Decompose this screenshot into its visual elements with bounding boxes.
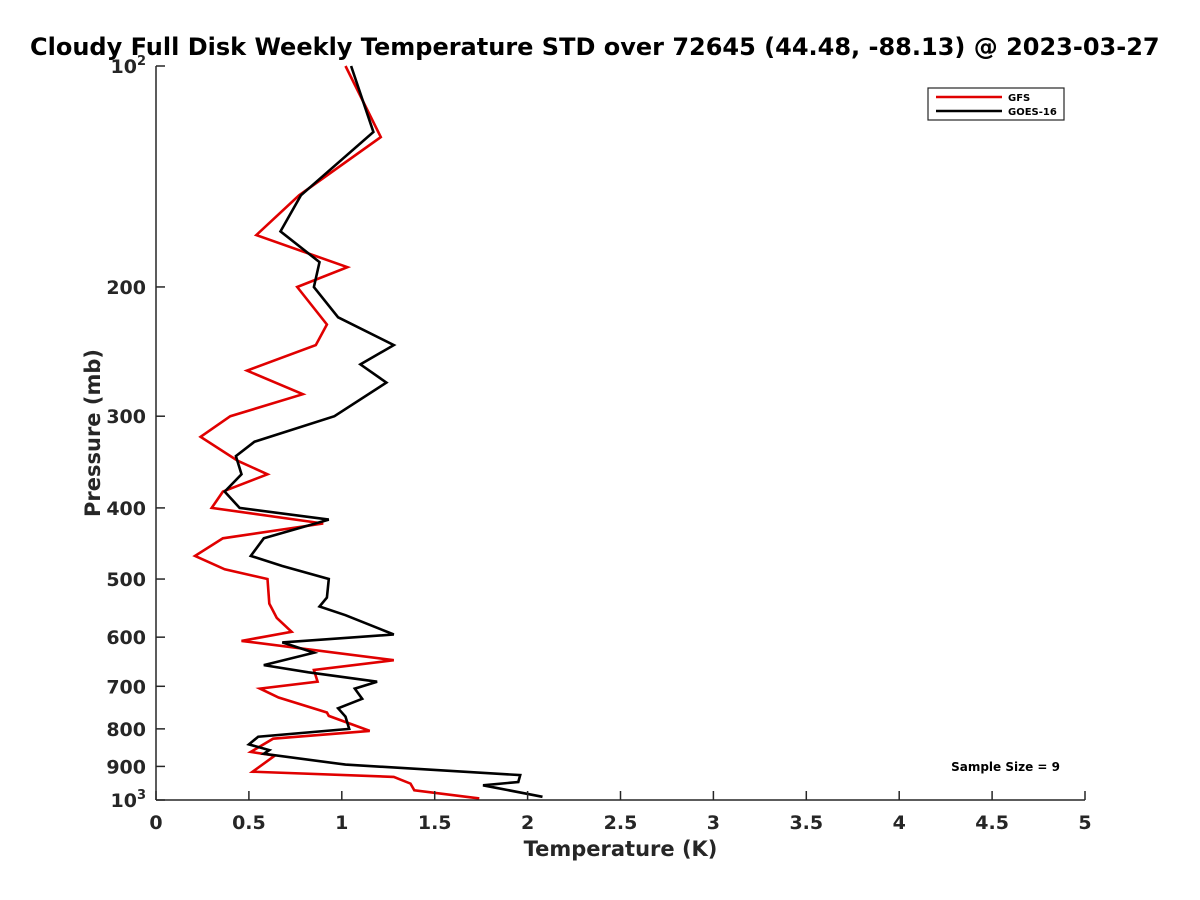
x-tick-label: 4.5 (975, 812, 1009, 834)
legend-box (927, 87, 1065, 121)
y-tick-label: 200 (106, 277, 146, 299)
x-tick-label: 3.5 (789, 812, 823, 834)
x-tick-label: 1.5 (418, 812, 452, 834)
x-tick-label: 3 (707, 812, 720, 834)
y-tick-label: 600 (106, 627, 146, 649)
x-tick-label: 5 (1078, 812, 1091, 834)
y-tick-label: 500 (106, 569, 146, 591)
series-layer (192, 65, 543, 800)
series-line-gfs (192, 65, 480, 800)
y-tick-base: 10 (111, 790, 137, 812)
y-tick-label: 800 (106, 719, 146, 741)
sample-size-annotation: Sample Size = 9 (951, 760, 1060, 774)
y-axis-title: Pressure (mb) (81, 349, 105, 517)
x-tick-label: 0.5 (232, 812, 266, 834)
series-line-goes-16 (222, 65, 543, 799)
y-tick-label: 102 (111, 54, 147, 78)
chart-title: Cloudy Full Disk Weekly Temperature STD … (30, 33, 1160, 61)
y-tick-base: 10 (111, 56, 137, 78)
x-tick-label: 4 (893, 812, 906, 834)
y-tick-exponent: 2 (137, 54, 146, 69)
ticks-layer: 0 0.5 1 1.5 2 2.5 3 3.5 4 4.5 51022003004005006007… (106, 54, 1091, 834)
x-tick-label: 1 (335, 812, 348, 834)
y-tick-label: 900 (106, 756, 146, 778)
y-tick-exponent: 3 (137, 788, 146, 803)
y-tick-label: 103 (111, 788, 147, 812)
legend: GFS GOES-16 (927, 87, 1065, 121)
legend-label: GFS (1008, 93, 1030, 104)
x-tick-label: 2 (521, 812, 534, 834)
x-axis-title: Temperature (K) (524, 837, 718, 861)
x-tick-label: 0 (149, 812, 162, 834)
y-tick-label: 300 (106, 406, 146, 428)
y-tick-label: 700 (106, 676, 146, 698)
y-tick-label: 400 (106, 498, 146, 520)
x-tick-label: 2.5 (604, 812, 638, 834)
legend-label: GOES-16 (1008, 107, 1057, 118)
axes-layer (155, 66, 1085, 801)
